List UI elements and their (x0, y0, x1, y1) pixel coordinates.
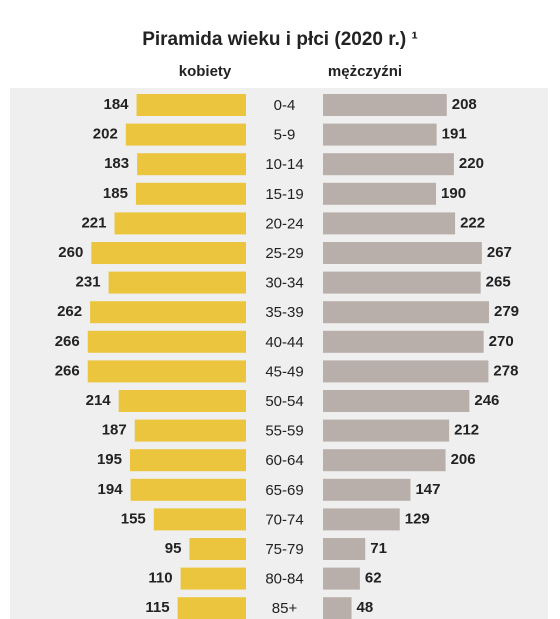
bar-left (137, 153, 246, 176)
value-label: 202 (93, 126, 118, 143)
category-label: 75-79 (265, 541, 303, 558)
value-label: 231 (76, 274, 101, 291)
value-label: 95 (165, 540, 182, 557)
value-label: 220 (459, 155, 484, 172)
category-label: 60-64 (265, 452, 303, 469)
bar-left (130, 478, 246, 501)
bar-right (323, 419, 450, 442)
bar-left (87, 330, 246, 353)
bar-left (129, 449, 246, 472)
bar-left (180, 567, 246, 590)
bar-left (114, 212, 246, 235)
bar-left (91, 242, 246, 264)
value-label: 270 (489, 333, 514, 350)
bar-left (90, 301, 246, 324)
value-label: 246 (474, 392, 499, 409)
category-label: 5-9 (274, 127, 296, 144)
value-label: 129 (405, 510, 430, 527)
value-label: 266 (55, 362, 80, 379)
category-label: 25-29 (265, 245, 303, 262)
plot-background (10, 88, 548, 619)
value-label: 265 (486, 274, 511, 291)
category-label: 50-54 (265, 393, 303, 410)
value-label: 110 (148, 570, 172, 587)
value-label: 147 (415, 481, 440, 498)
category-label: 10-14 (265, 156, 303, 173)
bar-left (108, 271, 247, 294)
category-label: 15-19 (265, 186, 303, 203)
category-label: 70-74 (265, 511, 303, 528)
legend-right: mężczyźni (328, 63, 402, 80)
value-label: 222 (460, 214, 485, 231)
bar-right (323, 153, 454, 176)
value-label: 115 (145, 599, 169, 616)
value-label: 62 (365, 570, 382, 587)
category-label: 35-39 (265, 304, 303, 321)
legend-left: kobiety (179, 63, 232, 80)
bar-right (323, 360, 489, 383)
value-label: 184 (103, 96, 129, 113)
value-label: 267 (487, 244, 512, 261)
value-label: 212 (454, 422, 479, 439)
value-label: 260 (58, 244, 83, 261)
category-label: 80-84 (265, 571, 303, 588)
category-label: 20-24 (265, 215, 303, 232)
value-label: 279 (494, 303, 519, 320)
value-label: 183 (104, 155, 129, 172)
bar-left (136, 94, 246, 116)
category-label: 45-49 (265, 363, 303, 380)
category-label: 65-69 (265, 482, 303, 499)
value-label: 195 (97, 451, 122, 468)
bar-right (323, 242, 482, 264)
value-label: 190 (441, 185, 466, 202)
category-label: 55-59 (265, 423, 303, 440)
bar-left (153, 508, 246, 531)
bar-left (177, 597, 246, 619)
bar-right (323, 182, 437, 205)
bar-right (323, 271, 481, 294)
bar-left (125, 123, 246, 146)
value-label: 266 (55, 333, 80, 350)
bar-right (323, 508, 400, 531)
value-label: 262 (57, 303, 82, 320)
value-label: 206 (451, 451, 476, 468)
bar-right (323, 478, 411, 501)
value-label: 278 (493, 362, 518, 379)
value-label: 214 (86, 392, 112, 409)
bar-left (189, 538, 246, 560)
bar-right (323, 567, 360, 590)
value-label: 48 (357, 599, 374, 616)
bar-right (323, 597, 352, 619)
category-label: 85+ (272, 600, 298, 617)
chart-title: Piramida wieku i płci (2020 r.) ¹ (142, 29, 418, 50)
bar-left (87, 360, 246, 383)
value-label: 71 (370, 540, 387, 557)
bar-right (323, 123, 437, 146)
bar-right (323, 449, 446, 472)
bar-right (323, 212, 456, 235)
bar-right (323, 538, 366, 560)
bar-left (134, 419, 246, 442)
bar-right (323, 330, 484, 353)
value-label: 187 (102, 422, 127, 439)
value-label: 208 (452, 96, 477, 113)
value-label: 221 (81, 214, 106, 231)
bar-right (323, 94, 447, 116)
category-label: 30-34 (265, 275, 303, 292)
value-label: 191 (442, 126, 467, 143)
value-label: 155 (121, 510, 146, 527)
bar-left (135, 182, 246, 205)
bar-right (323, 301, 490, 324)
bar-left (118, 390, 246, 412)
category-label: 40-44 (265, 334, 303, 351)
category-label: 0-4 (274, 97, 296, 114)
value-label: 194 (98, 481, 124, 498)
value-label: 185 (103, 185, 128, 202)
bar-right (323, 390, 470, 412)
